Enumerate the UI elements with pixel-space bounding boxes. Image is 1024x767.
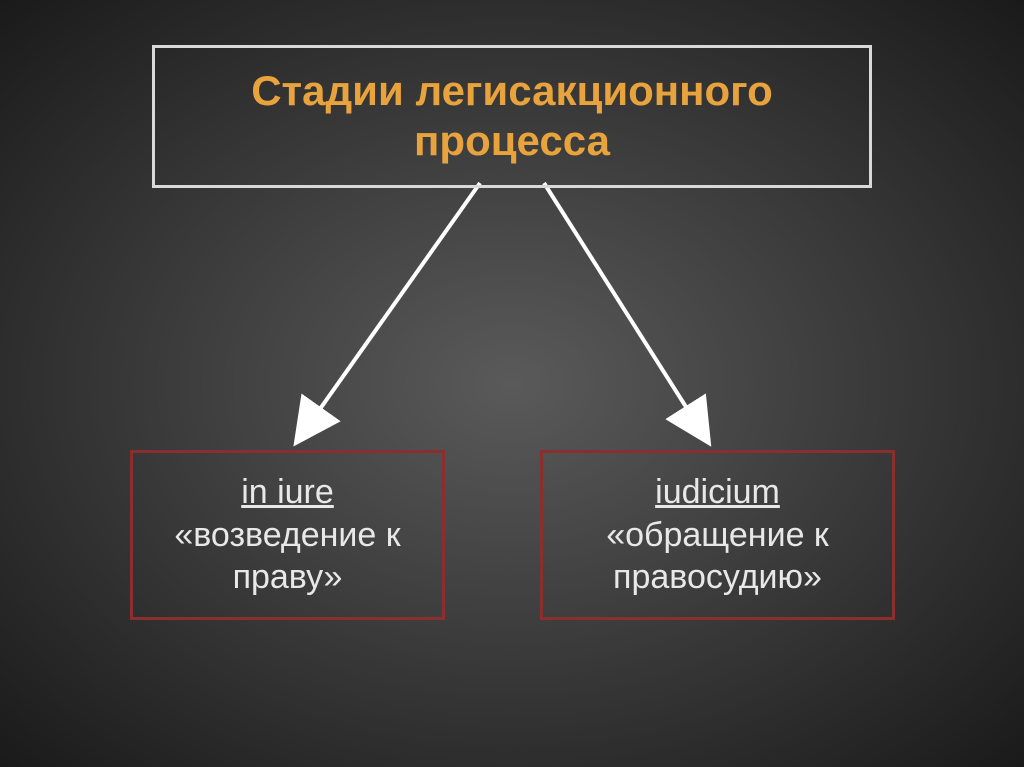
child-desc-right: «обращение к правосудию»	[563, 514, 872, 599]
child-desc-left: «возведение к праву»	[153, 514, 422, 599]
child-term-left: in iure	[153, 471, 422, 514]
child-box-left: in iure «возведение к праву»	[130, 450, 445, 620]
title-box: Стадии легисакционного процесса	[152, 45, 872, 188]
child-box-right: iudicium «обращение к правосудию»	[540, 450, 895, 620]
diagram-title: Стадии легисакционного процесса	[185, 66, 839, 167]
child-term-right: iudicium	[563, 471, 872, 514]
